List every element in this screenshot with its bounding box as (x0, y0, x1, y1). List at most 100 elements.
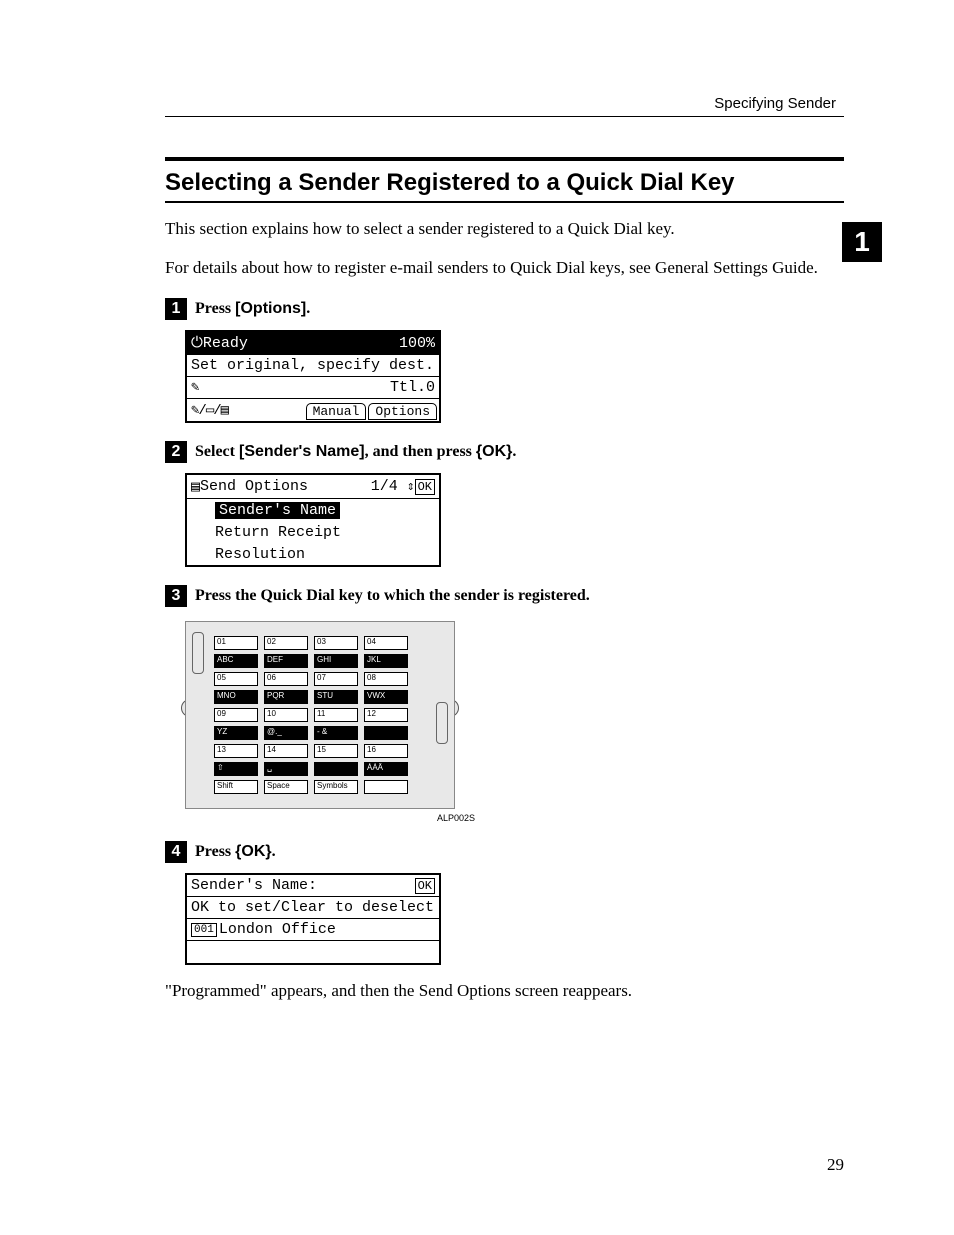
section-title: Selecting a Sender Registered to a Quick… (165, 167, 844, 201)
step-2-key-2: {OK} (476, 443, 512, 460)
options-tab[interactable]: Options (368, 403, 437, 420)
ok-indicator: OK (415, 479, 435, 495)
lcd1-status-row: ⏻Ready 100% (187, 332, 439, 355)
manual-tab[interactable]: Manual (306, 403, 367, 420)
quick-dial-key[interactable] (314, 762, 358, 776)
step-3: 3 Press the Quick Dial key to which the … (165, 585, 844, 607)
lcd-screen-2: ▤Send Options 1/4 ⇕OK Sender's Name Retu… (185, 473, 441, 567)
quick-dial-key[interactable]: 03 (314, 636, 358, 650)
quick-dial-key[interactable]: DEF (264, 654, 308, 668)
quick-dial-key[interactable]: 05 (214, 672, 258, 686)
step-2-key-1: [Sender's Name] (239, 443, 365, 460)
lcd2-title-row: ▤Send Options 1/4 ⇕OK (187, 475, 439, 499)
after-text: "Programmed" appears, and then the Send … (165, 979, 844, 1004)
list-icon: ▤ (191, 477, 200, 496)
updown-icon: ⇕ (407, 479, 415, 494)
lcd3-title-row: Sender's Name: OK (187, 875, 439, 897)
quick-dial-key[interactable]: VWX (364, 690, 408, 704)
section-rule-top (165, 157, 844, 161)
quick-dial-key[interactable] (364, 780, 408, 794)
quick-dial-key[interactable]: - & (314, 726, 358, 740)
step-4: 4 Press {OK}. (165, 841, 844, 863)
entry-id: 001 (191, 923, 217, 937)
lcd1-percent: 100% (399, 335, 435, 352)
lcd3-label: Sender's Name: (191, 877, 317, 894)
step-4-key: {OK} (235, 843, 271, 860)
chapter-tab: 1 (842, 222, 882, 262)
quick-dial-key[interactable]: 10 (264, 708, 308, 722)
step-1: 1 Press [Options]. (165, 298, 844, 320)
step-number-icon: 1 (165, 298, 187, 320)
quick-dial-keypad-figure: 01 02 03 04 ABC DEF GHI JKL 05 06 07 08 MNO PQR STU VWX… (185, 621, 455, 823)
quick-dial-key[interactable]: 04 (364, 636, 408, 650)
step-2: 2 Select [Sender's Name], and then press… (165, 441, 844, 463)
ok-indicator: OK (415, 878, 435, 894)
intro-paragraph-2: For details about how to register e-mail… (165, 256, 844, 281)
lcd2-item-1[interactable]: Sender's Name (187, 499, 439, 521)
lcd3-hint-row: OK to set/Clear to deselect (187, 897, 439, 919)
quick-dial-key[interactable]: ␣ (264, 762, 308, 776)
lcd3-entry-row[interactable]: 001London Office (187, 919, 439, 941)
quick-dial-key[interactable]: 12 (364, 708, 408, 722)
lcd2-item-2[interactable]: Return Receipt (187, 521, 439, 543)
quick-dial-key[interactable]: 07 (314, 672, 358, 686)
quick-dial-key[interactable]: 06 (264, 672, 308, 686)
quick-dial-key[interactable]: GHI (314, 654, 358, 668)
step-4-text-c: . (272, 843, 276, 860)
quick-dial-key[interactable]: 15 (314, 744, 358, 758)
lcd1-info-row: ✎ Ttl.0 (187, 377, 439, 399)
quick-dial-key[interactable] (364, 726, 408, 740)
quick-dial-key[interactable]: YZ (214, 726, 258, 740)
step-2-text-a: Select (195, 443, 239, 460)
step-number-icon: 2 (165, 441, 187, 463)
quick-dial-key[interactable]: ⇧ (214, 762, 258, 776)
step-3-text: Press the Quick Dial key to which the se… (195, 585, 590, 605)
quick-dial-key[interactable]: Space (264, 780, 308, 794)
power-icon: ⏻ (191, 334, 203, 352)
quick-dial-key[interactable]: ÀÁÂ (364, 762, 408, 776)
quick-dial-key[interactable]: @._ (264, 726, 308, 740)
lcd2-title: Send Options (200, 478, 308, 495)
section-rule-bottom (165, 201, 844, 203)
quick-dial-key[interactable]: 02 (264, 636, 308, 650)
quick-dial-key[interactable]: 09 (214, 708, 258, 722)
quick-dial-key[interactable]: Shift (214, 780, 258, 794)
lcd3-empty-row (187, 941, 439, 963)
step-4-text-a: Press (195, 843, 235, 860)
step-number-icon: 3 (165, 585, 187, 607)
quick-dial-key[interactable]: PQR (264, 690, 308, 704)
lcd2-item-1-label: Sender's Name (215, 502, 340, 519)
step-1-text-c: . (306, 300, 310, 317)
entry-name: London Office (219, 921, 336, 938)
step-2-text-e: . (512, 443, 516, 460)
step-2-text-c: , and then press (365, 443, 476, 460)
quick-dial-key[interactable]: ABC (214, 654, 258, 668)
step-4-text: Press {OK}. (195, 841, 276, 861)
header-rule (165, 116, 844, 117)
quick-dial-key[interactable]: 01 (214, 636, 258, 650)
quick-dial-key[interactable]: 16 (364, 744, 408, 758)
lcd1-message-row: Set original, specify dest. (187, 355, 439, 377)
step-1-key: [Options] (235, 300, 306, 317)
quick-dial-key[interactable]: 08 (364, 672, 408, 686)
lcd2-page: 1/4 (371, 478, 398, 495)
lcd1-total: Ttl.0 (390, 379, 435, 396)
step-2-text: Select [Sender's Name], and then press {… (195, 441, 516, 461)
step-number-icon: 4 (165, 841, 187, 863)
quick-dial-keypad: 01 02 03 04 ABC DEF GHI JKL 05 06 07 08 MNO PQR STU VWX… (185, 621, 455, 809)
quick-dial-key[interactable]: 14 (264, 744, 308, 758)
quick-dial-key[interactable]: 13 (214, 744, 258, 758)
quick-dial-key[interactable]: Symbols (314, 780, 358, 794)
figure-id: ALP002S (185, 813, 475, 823)
email-icon: ✎ (191, 379, 198, 396)
mode-icons: ✎/▭/▤ (191, 402, 228, 419)
lcd2-item-3[interactable]: Resolution (187, 543, 439, 565)
running-head: Specifying Sender (165, 95, 844, 112)
quick-dial-key[interactable]: 11 (314, 708, 358, 722)
quick-dial-key[interactable]: STU (314, 690, 358, 704)
quick-dial-key[interactable]: JKL (364, 654, 408, 668)
quick-dial-key[interactable]: MNO (214, 690, 258, 704)
step-1-text-a: Press (195, 300, 235, 317)
step-1-text: Press [Options]. (195, 298, 310, 318)
intro-paragraph-1: This section explains how to select a se… (165, 217, 844, 242)
